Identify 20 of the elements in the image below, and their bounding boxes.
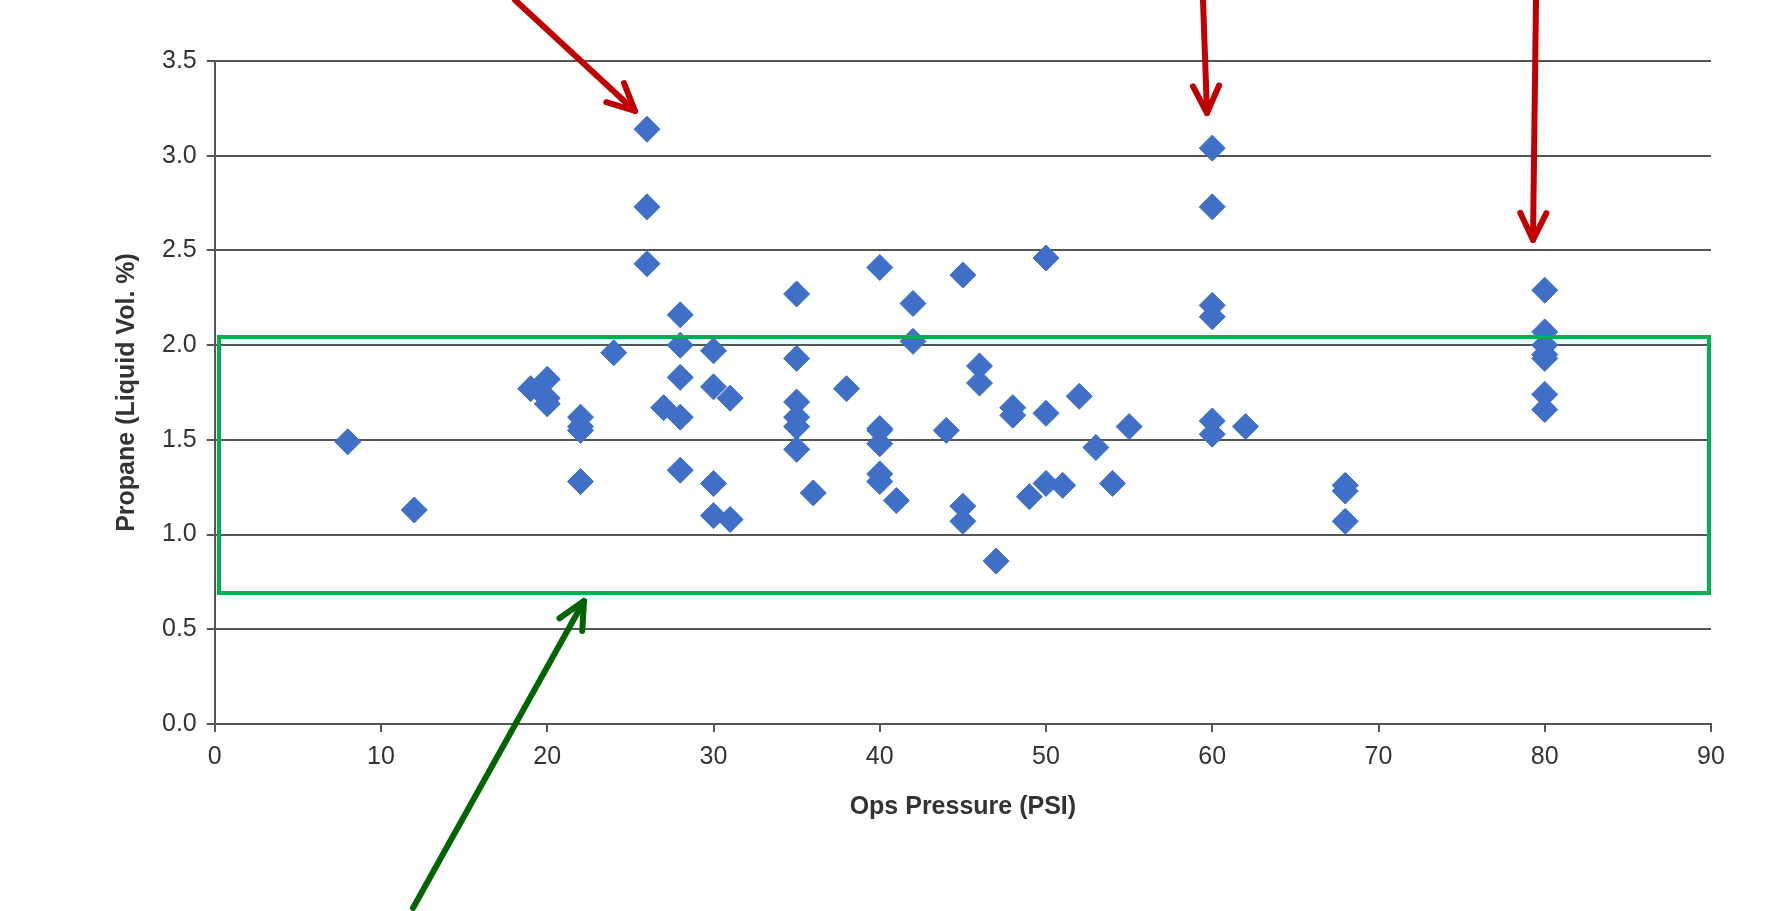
y-tick-label: 1.0	[161, 518, 197, 547]
y-tick-label: 1.5	[161, 423, 197, 452]
y-tick-label: 2.5	[161, 234, 197, 263]
x-tick-label: 80	[1530, 740, 1559, 769]
y-tick-label: 3.5	[161, 44, 197, 73]
y-tick-label: 2.0	[161, 329, 197, 358]
y-axis-title: Propane (Liquid Vol. %)	[110, 253, 139, 532]
x-tick-label: 10	[367, 740, 395, 769]
x-axis-title: Ops Pressure (PSI)	[849, 790, 1077, 819]
x-tick-label: 40	[865, 740, 894, 769]
x-tick-label: 0	[207, 740, 222, 769]
x-tick-label: 90	[1697, 740, 1725, 769]
y-tick-label: 3.0	[161, 139, 197, 168]
x-tick-label: 70	[1364, 740, 1393, 769]
x-tick-label: 30	[699, 740, 728, 769]
y-tick-label: 0.5	[161, 613, 197, 642]
y-tick-label: 0.0	[161, 707, 197, 736]
x-tick-label: 50	[1032, 740, 1060, 769]
x-tick-label: 60	[1198, 740, 1227, 769]
x-tick-label: 20	[533, 740, 562, 769]
